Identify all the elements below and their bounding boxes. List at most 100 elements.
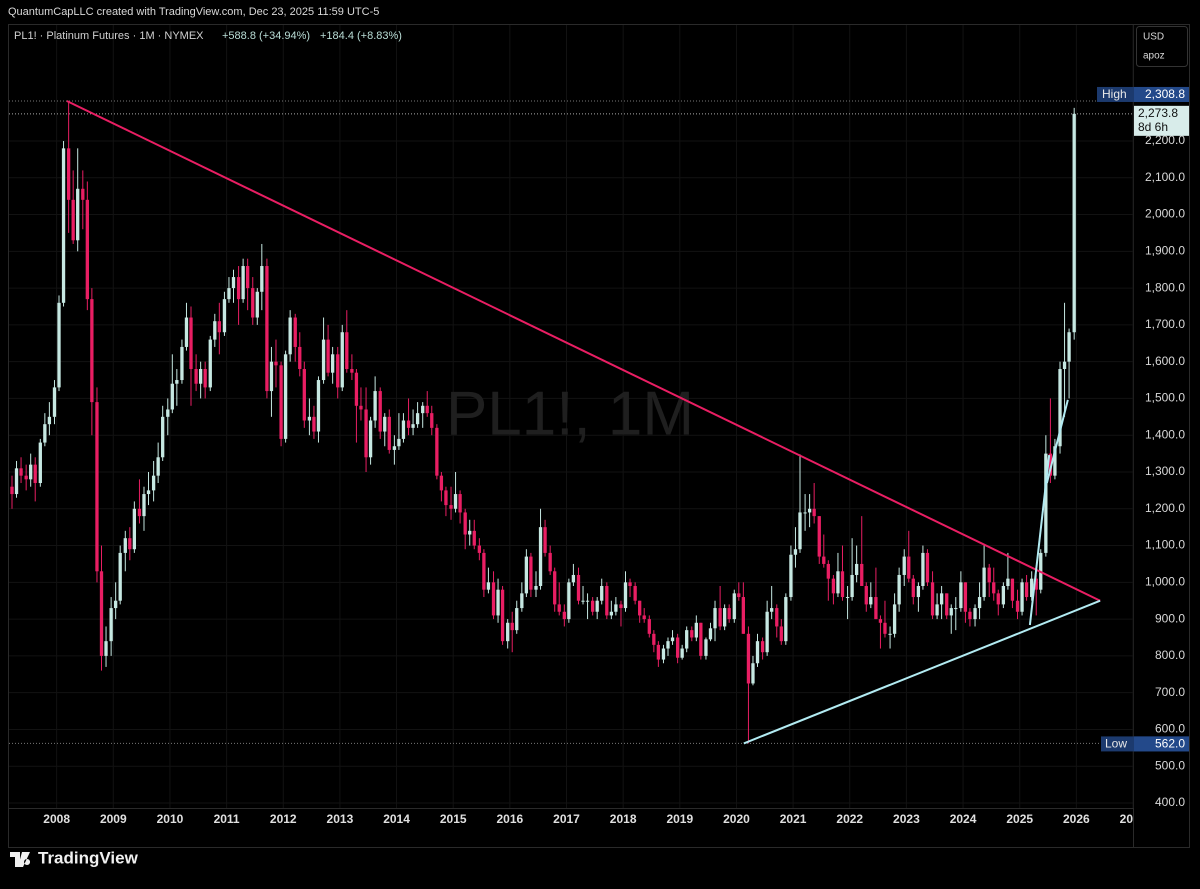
candle-body <box>897 574 901 605</box>
candle-body <box>430 413 434 428</box>
candle-body <box>982 567 986 598</box>
candle-body <box>1072 113 1076 333</box>
header: QuantumCapLLC created with TradingView.c… <box>8 6 379 18</box>
trend-line <box>1045 399 1069 484</box>
candle-body <box>987 567 991 583</box>
candle-body <box>198 369 203 384</box>
x-tick-label: 2027 <box>1120 812 1147 826</box>
candle-body <box>364 409 368 458</box>
y-tick-label: 1,400.0 <box>1145 427 1185 441</box>
candle-body <box>1067 332 1071 362</box>
candle-body <box>595 600 599 612</box>
candle-body <box>373 391 377 421</box>
scale-box[interactable] <box>1136 26 1188 67</box>
candle-body <box>392 446 397 450</box>
candle-body <box>142 494 146 517</box>
y-tick-label: 2,200.0 <box>1145 133 1185 147</box>
candle-body <box>208 339 212 388</box>
candle-body <box>722 608 727 627</box>
candle-body <box>930 582 935 616</box>
candle-body <box>38 442 42 484</box>
candle-body <box>760 641 765 653</box>
y-tick-label: 1,100.0 <box>1145 538 1185 552</box>
candle-body <box>510 622 514 631</box>
trend-line <box>743 599 1101 745</box>
y-tick-label: 400.0 <box>1155 795 1185 809</box>
x-tick-label: 2008 <box>43 812 70 826</box>
candle-body <box>463 512 467 535</box>
candle-body <box>1034 578 1038 590</box>
candle-body <box>538 527 543 587</box>
candle-body <box>817 516 821 557</box>
candle-body <box>283 354 288 439</box>
candle-body <box>350 369 354 373</box>
candle-body <box>916 586 921 598</box>
y-tick-label: 1,200.0 <box>1145 501 1185 515</box>
candle-body <box>298 346 302 370</box>
candle-body <box>330 354 335 373</box>
brand-name: TradingView <box>38 848 139 867</box>
candle-body <box>892 604 897 634</box>
candle-body <box>543 527 547 553</box>
candle-body <box>1010 578 1015 601</box>
candle-body <box>1024 582 1029 598</box>
candle-body <box>614 604 618 612</box>
x-tick-label: 2011 <box>214 812 240 826</box>
trend-line <box>1028 454 1051 626</box>
candle-body <box>1058 369 1062 447</box>
y-tick-label: 700.0 <box>1155 685 1185 699</box>
candle-body <box>822 556 826 564</box>
candle-body <box>921 552 925 587</box>
candle-body <box>567 582 571 620</box>
candle-body <box>415 413 420 425</box>
candle-body <box>99 571 104 656</box>
candle-body <box>302 369 306 421</box>
low-value: 562.0 <box>1155 737 1185 751</box>
candle-body <box>146 490 151 495</box>
symbol-legend: PL1! · Platinum Futures · 1M · NYMEX <box>14 30 204 42</box>
candle-body <box>57 302 61 388</box>
candle-body <box>675 637 680 658</box>
x-tick-label: 2026 <box>1063 812 1090 826</box>
candle-body <box>288 317 292 355</box>
candle-body <box>591 600 595 612</box>
x-tick-label: 2017 <box>553 812 580 826</box>
candle-body <box>585 600 590 602</box>
candle-body <box>265 266 269 392</box>
candle-body <box>869 597 873 605</box>
candle-body <box>581 600 585 602</box>
candle-body <box>803 512 807 514</box>
x-tick-label: 2023 <box>893 812 920 826</box>
candle-body <box>1048 453 1053 476</box>
candle-body <box>10 486 14 495</box>
candle-body <box>506 622 510 642</box>
candle-body <box>642 615 646 620</box>
scale-mode[interactable]: apoz <box>1143 51 1165 62</box>
currency[interactable]: USD <box>1143 32 1164 43</box>
candle-body <box>784 597 788 642</box>
y-tick-label: 1,600.0 <box>1145 354 1185 368</box>
candle-body <box>746 633 751 684</box>
x-tick-label: 2025 <box>1006 812 1033 826</box>
candle-body <box>203 369 207 388</box>
candle-body <box>860 563 864 587</box>
candle-body <box>945 593 949 616</box>
y-tick-label: 1,000.0 <box>1145 574 1185 588</box>
candle-body <box>609 611 614 616</box>
panel-frame <box>8 24 1190 848</box>
candle-body <box>751 663 755 684</box>
candle-body <box>883 622 887 634</box>
y-tick-label: 500.0 <box>1155 758 1185 772</box>
candle-body <box>704 639 708 656</box>
candle-body <box>435 427 439 476</box>
candle-body <box>368 420 373 458</box>
candle-body <box>911 578 915 598</box>
change-1: +588.8 (+34.94%) <box>222 30 310 42</box>
candle-body <box>166 409 170 417</box>
candle-body <box>732 593 736 620</box>
candle-body <box>491 582 496 616</box>
x-tick-label: 2020 <box>723 812 750 826</box>
candle-body <box>874 597 878 620</box>
change-2: +184.4 (+8.83%) <box>320 30 402 42</box>
